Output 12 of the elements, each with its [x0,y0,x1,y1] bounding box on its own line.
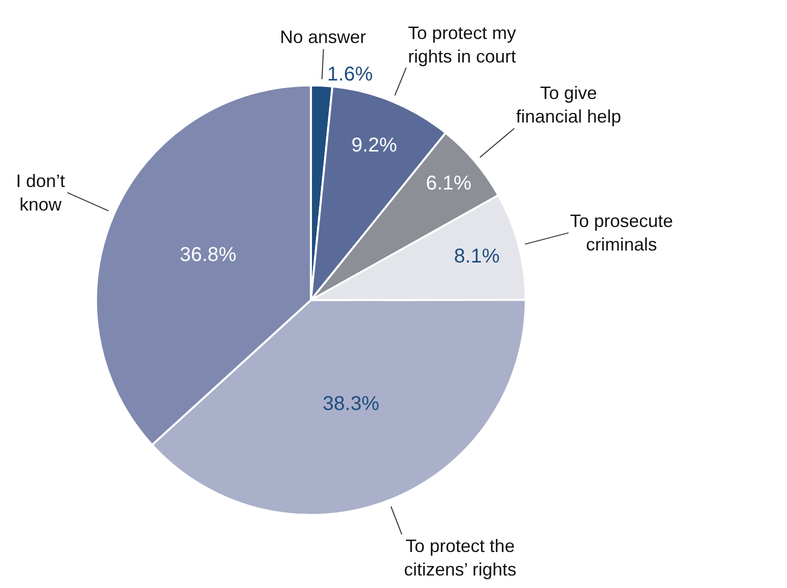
data-label: 1.6% [327,64,373,86]
data-label: 8.1% [454,246,500,268]
slice-label: I don’t know [16,171,66,214]
data-label: 38.3% [322,392,380,415]
data-label: 36.8% [180,244,237,266]
data-label: 9.2% [351,134,398,156]
slice-label: To give financial help [516,83,622,126]
slice-label: To protect my rights in court [408,23,516,66]
data-label: 6.1% [426,172,472,195]
slice-label: No answer [280,27,366,47]
slice-label: To protect the citizens’ rights [404,536,516,580]
slice-label: To prosecute criminals [570,211,674,254]
